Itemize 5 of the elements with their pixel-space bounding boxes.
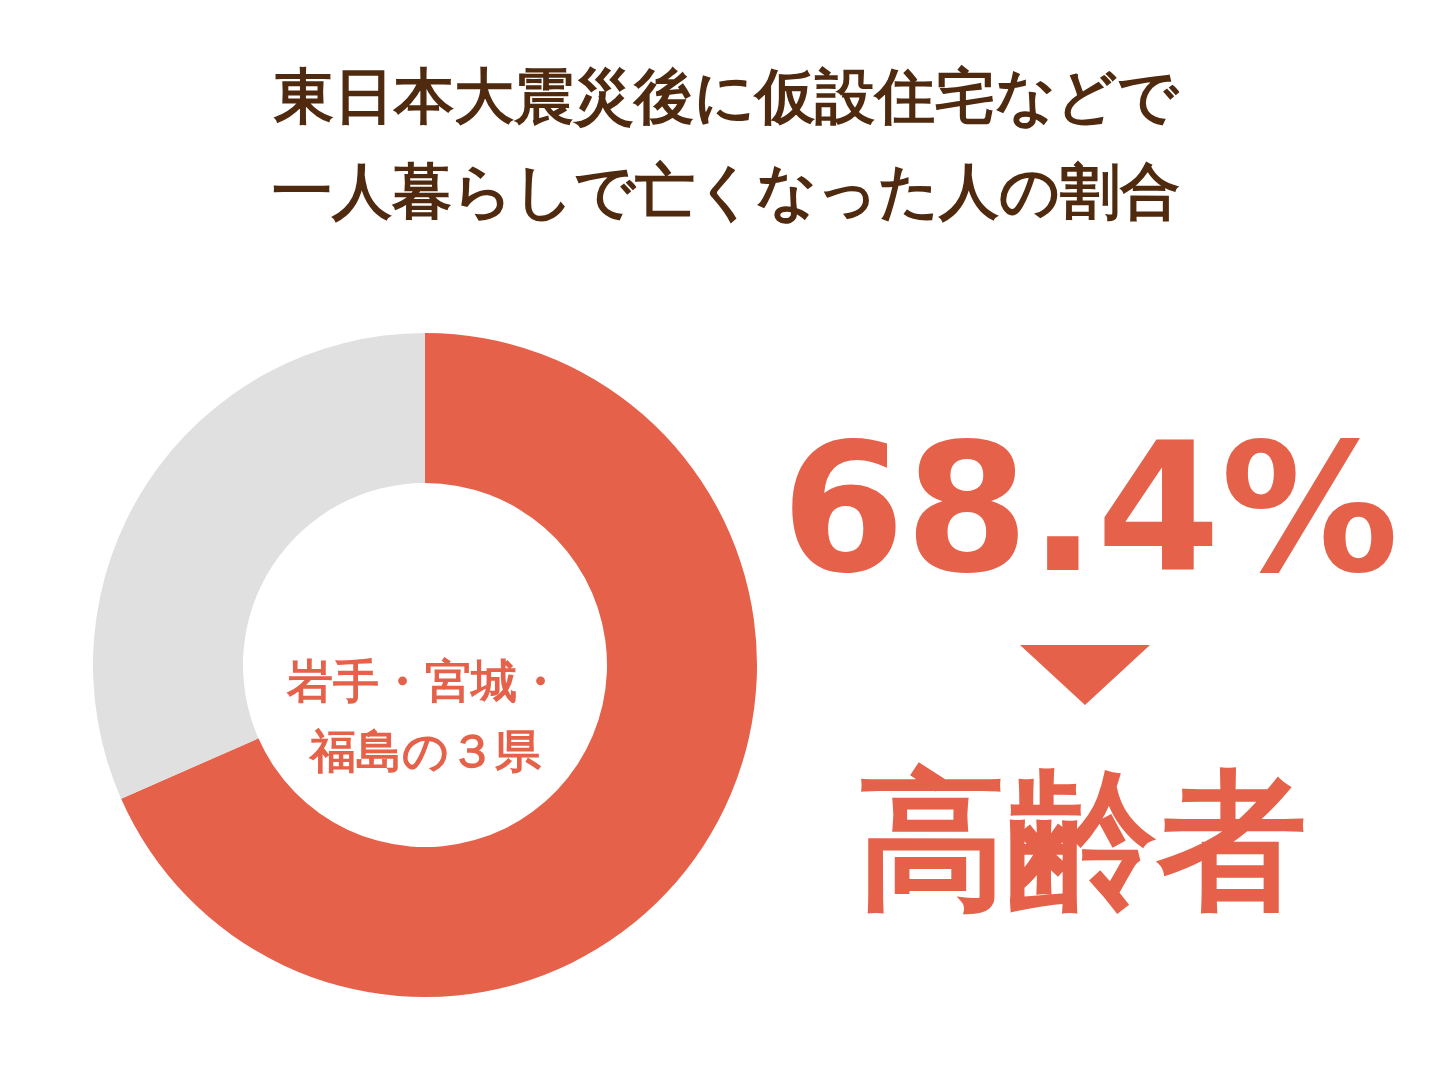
legend-label: 高齢者	[857, 754, 1307, 928]
data-label: 68.4%	[781, 405, 1399, 612]
chart-title: 東日本大震災後に仮設住宅などで一人暮らしで亡くなった人の割合	[272, 61, 1180, 226]
text: 岩手・宮城・福島の３県	[286, 654, 563, 778]
donut-slice	[121, 333, 757, 997]
